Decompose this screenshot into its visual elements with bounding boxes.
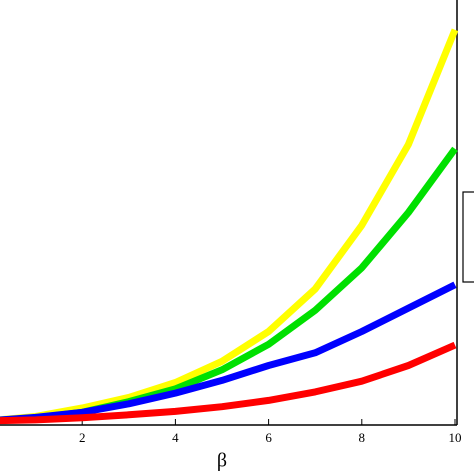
series-line [0,28,459,424]
x-tick-label: 10 [449,430,462,445]
x-tick-label: 4 [172,430,179,445]
x-tick-label: 6 [265,430,272,445]
legend-box [462,191,474,283]
series-line [0,281,457,424]
x-tick-label: 8 [359,430,366,445]
x-tick-label: 2 [79,430,86,445]
series-line [0,341,457,425]
x-axis-label: β [217,450,227,472]
